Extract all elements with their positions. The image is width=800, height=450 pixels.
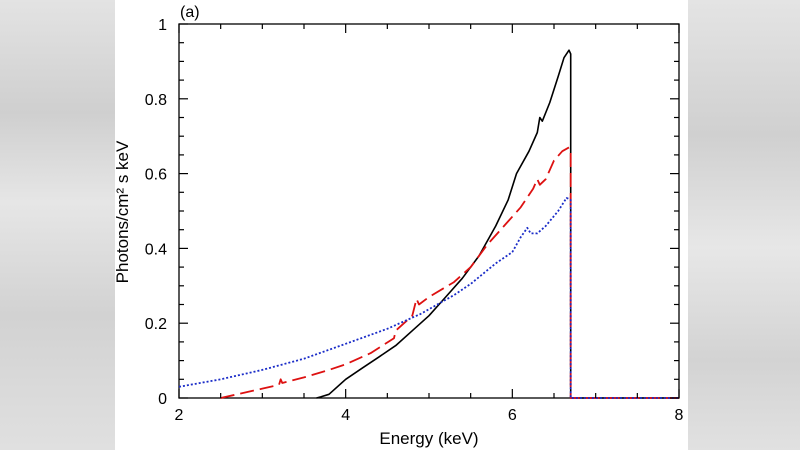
y-tick-label: 0 xyxy=(158,391,167,408)
y-tick-label: 1 xyxy=(158,17,167,34)
y-tick-label: 0.6 xyxy=(145,167,167,184)
plot-frame xyxy=(178,23,680,399)
y-tick-label: 0.8 xyxy=(145,92,167,109)
panel-label: (a) xyxy=(180,4,200,21)
background-left xyxy=(0,0,115,450)
x-axis-label: Energy (keV) xyxy=(379,429,478,448)
x-tick-label: 2 xyxy=(175,407,184,424)
series-blue-dotted xyxy=(178,197,679,399)
series-red-dashed xyxy=(220,146,679,399)
series-black-solid xyxy=(316,49,679,399)
x-tick-label: 4 xyxy=(341,407,350,424)
figure-page xyxy=(115,0,688,450)
x-tick-label: 8 xyxy=(675,407,684,424)
y-axis-label: Photons/cm² s keV xyxy=(113,140,132,283)
x-tick-label: 6 xyxy=(508,407,517,424)
background-right xyxy=(688,0,800,450)
y-tick-label: 0.2 xyxy=(145,316,167,333)
y-tick-label: 0.4 xyxy=(145,241,167,258)
